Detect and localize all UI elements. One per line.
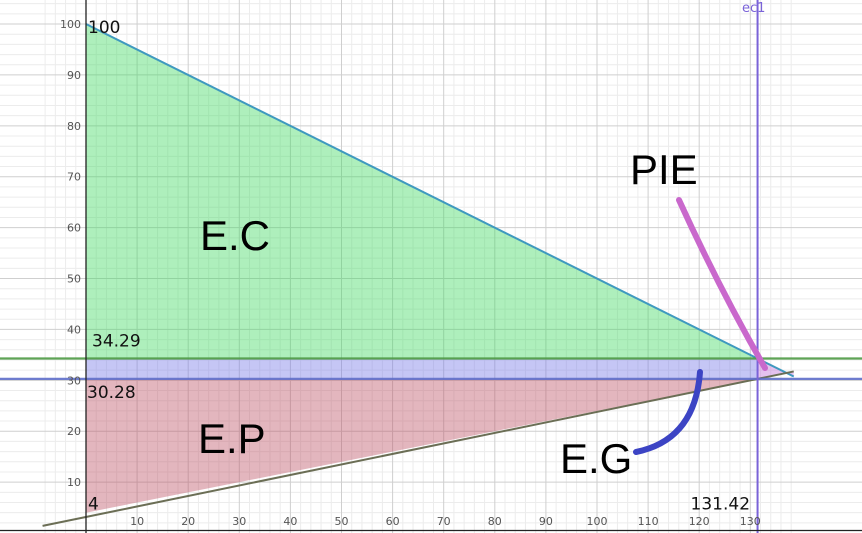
y-tick-label: 40 (67, 323, 81, 336)
value-label: 34.29 (92, 331, 141, 351)
tick-labels: 10 20 30 40 50 60 70 80 90 100 110 120 130 10 20 30 40 50… (60, 18, 761, 528)
y-tick-label: 80 (67, 120, 81, 133)
region-area-1 (86, 358, 758, 379)
x-tick-label: 80 (488, 515, 502, 528)
x-tick-label: 100 (587, 515, 608, 528)
y-tick-label: 70 (67, 171, 81, 184)
y-tick-label: 90 (67, 69, 81, 82)
x-tick-label: 10 (130, 515, 144, 528)
region-label-ep: E.P (198, 415, 266, 462)
x-tick-label: 110 (638, 515, 659, 528)
x-tick-label: 70 (437, 515, 451, 528)
value-labels: 100 34.29 30.28 4 131.42 (87, 18, 750, 515)
x-tick-label: 40 (283, 515, 297, 528)
x-tick-label: 50 (335, 515, 349, 528)
value-label: 131.42 (691, 495, 750, 515)
value-label: 30.28 (87, 383, 136, 403)
annotation-pie: PIE (630, 146, 698, 193)
y-tick-label: 100 (60, 18, 81, 31)
eg-arrow (633, 369, 703, 455)
x-tick-label: 30 (232, 515, 246, 528)
y-tick-label: 30 (67, 374, 81, 387)
annotation-eg: E.G (560, 435, 632, 482)
y-tick-label: 60 (67, 222, 81, 235)
y-tick-label: 20 (67, 425, 81, 438)
y-tick-label: 10 (67, 476, 81, 489)
region-label-ec: E.C (200, 212, 270, 259)
x-tick-label: 130 (740, 515, 761, 528)
y-tick-label: 50 (67, 273, 81, 286)
value-label: 4 (88, 495, 99, 515)
x-tick-label: 120 (689, 515, 710, 528)
pie-arrow (676, 197, 768, 371)
region-ep (86, 378, 758, 513)
x-tick-label: 90 (539, 515, 553, 528)
x-tick-label: 20 (181, 515, 195, 528)
x-tick-label: 60 (386, 515, 400, 528)
value-label: 100 (88, 18, 120, 38)
annotation-ec1: ec1 (742, 1, 765, 16)
